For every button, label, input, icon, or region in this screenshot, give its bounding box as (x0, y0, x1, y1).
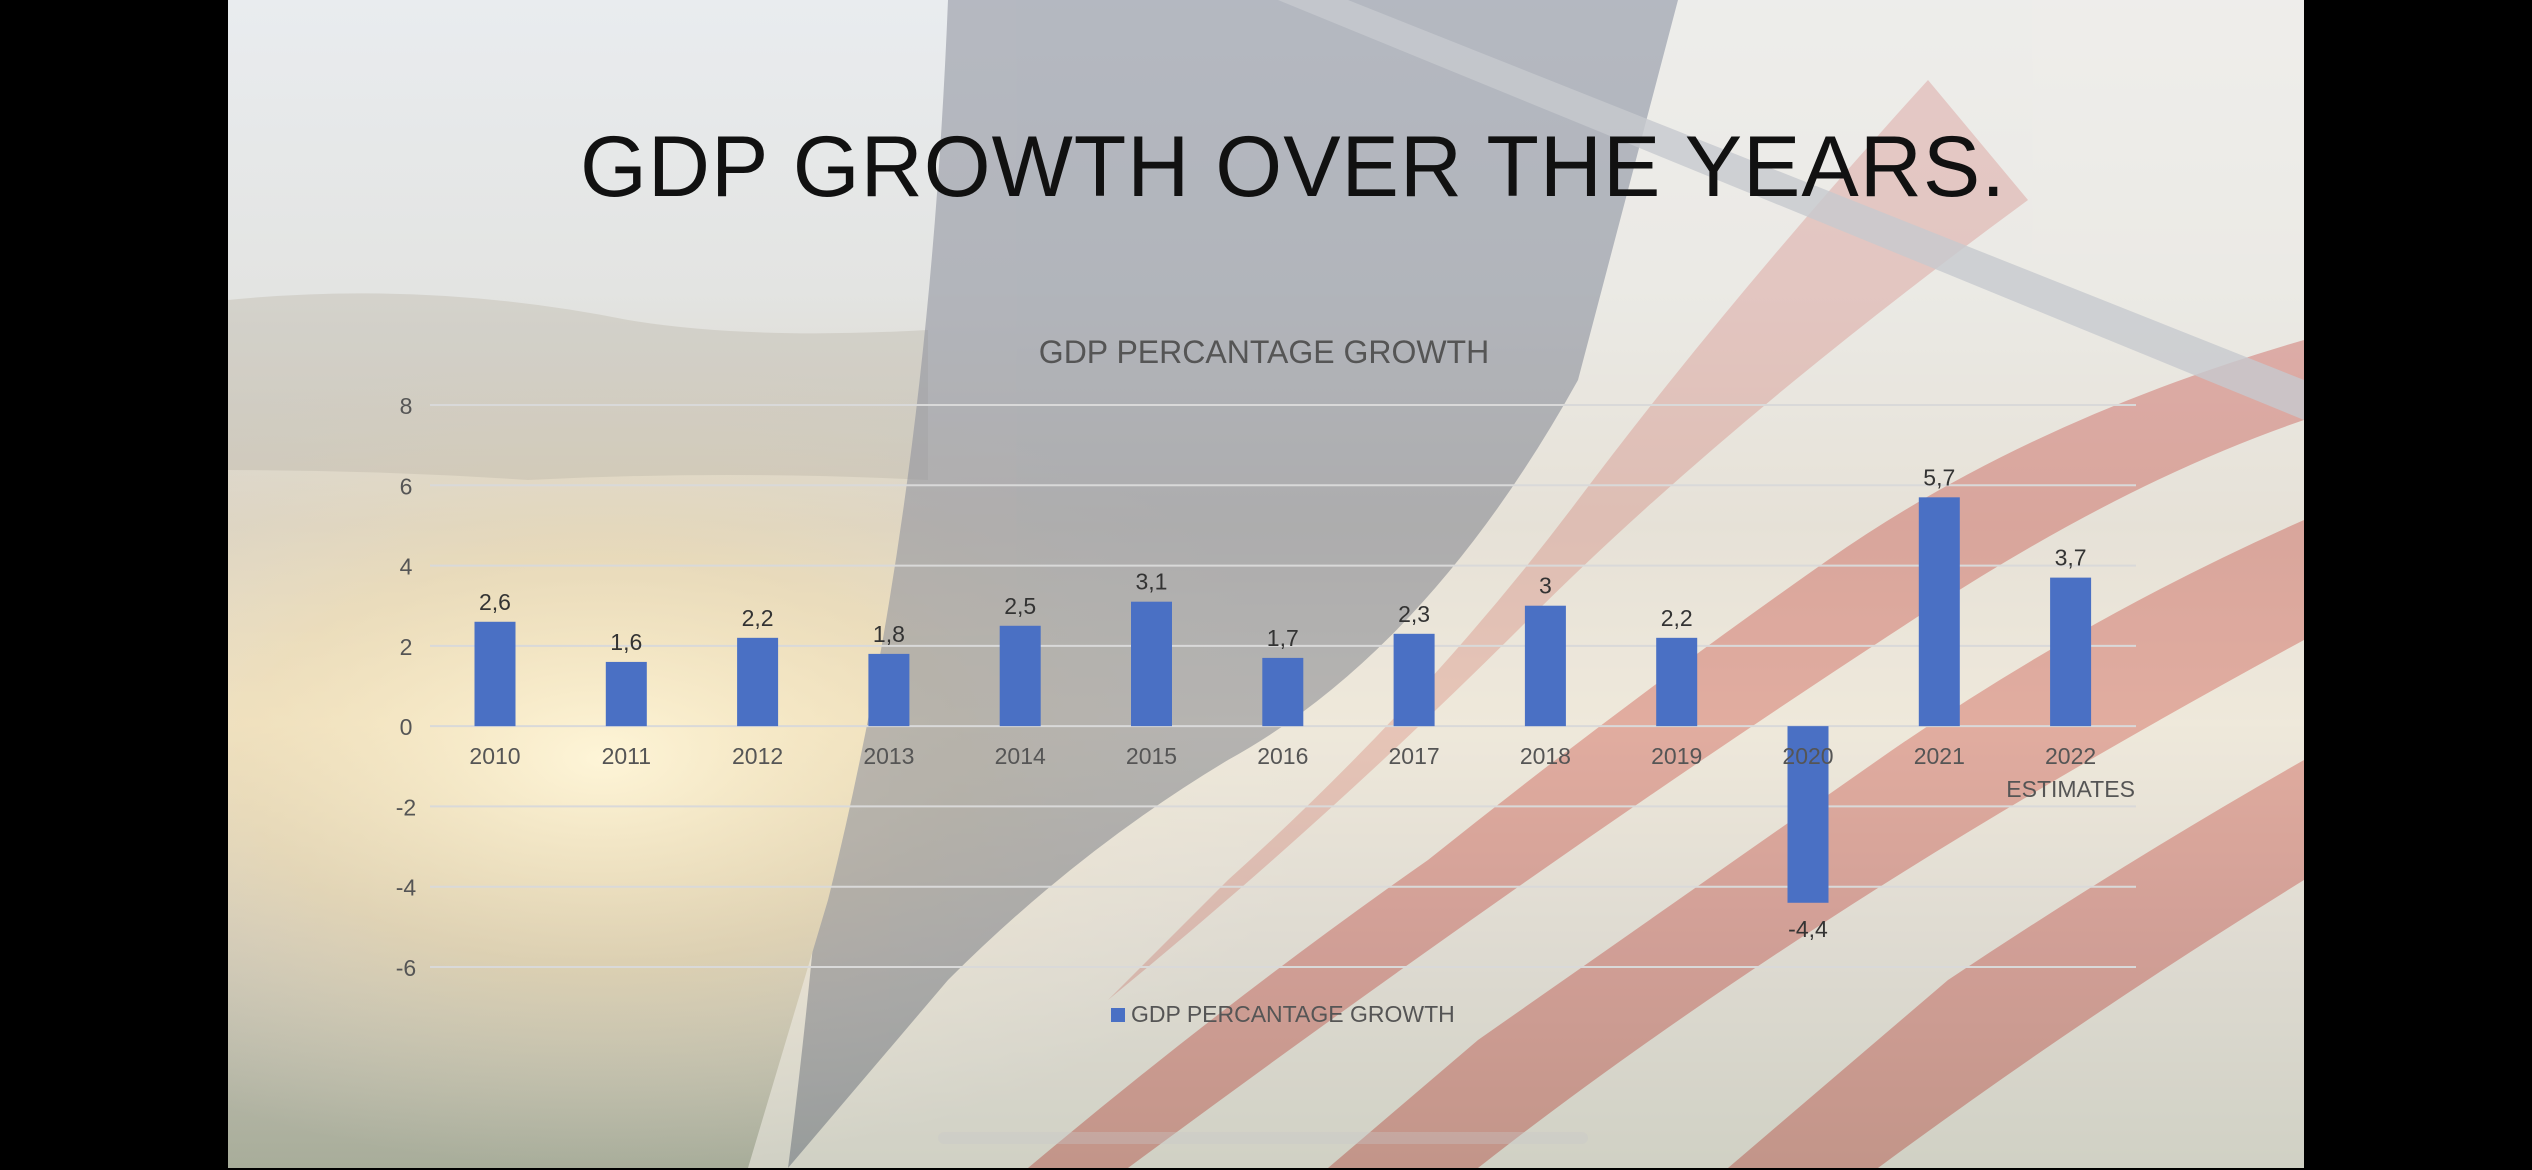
data-label: 1,8 (873, 621, 905, 647)
slide-title: GDP GROWTH OVER THE YEARS. (580, 119, 2007, 215)
x-tick-label: 2017 (1389, 743, 1440, 769)
y-tick-label: -4 (396, 875, 417, 901)
x-tick-label: 2020 (1782, 743, 1833, 769)
y-tick-label: 0 (400, 714, 413, 740)
bar (1393, 633, 1435, 727)
bar (999, 625, 1041, 727)
slide: GDP GROWTH OVER THE YEARS. GDP PERCANTAG… (228, 0, 2304, 1168)
x-tick-label: 2012 (732, 743, 783, 769)
data-label: -4,4 (1788, 916, 1828, 942)
data-label: 2,3 (1398, 601, 1430, 627)
bar (737, 637, 779, 727)
y-tick-label: 2 (400, 634, 413, 660)
bar (605, 661, 647, 727)
x-tick-label: 2021 (1914, 743, 1965, 769)
y-tick-label: 8 (400, 393, 413, 419)
data-label: 3 (1539, 573, 1552, 599)
x-axis: 2010 2011 2012 2013 2014 2015 2016 2017 2018 2019… (469, 743, 2135, 802)
x-tick-label: 2010 (469, 743, 520, 769)
bar (1656, 637, 1698, 727)
data-label: 2,2 (1661, 605, 1693, 631)
chart-title: GDP PERCANTAGE GROWTH (1039, 334, 1489, 370)
x-tick-label: 2013 (863, 743, 914, 769)
legend-swatch (1111, 1008, 1125, 1022)
y-tick-label: 6 (400, 473, 413, 499)
bar (868, 653, 910, 727)
data-label: 1,7 (1267, 625, 1299, 651)
data-label: 2,2 (742, 605, 774, 631)
bar (1262, 657, 1304, 727)
data-label: 5,7 (1923, 464, 1955, 490)
legend: GDP PERCANTAGE GROWTH (1111, 1001, 1455, 1027)
data-label: 3,7 (2055, 545, 2087, 571)
legend-label: GDP PERCANTAGE GROWTH (1131, 1001, 1455, 1027)
x-tick-label: 2018 (1520, 743, 1571, 769)
y-tick-label: -6 (396, 955, 416, 981)
x-tick-label: 2016 (1257, 743, 1308, 769)
x-tick-label: 2014 (995, 743, 1046, 769)
bar (474, 621, 516, 727)
data-label: 2,6 (479, 589, 511, 615)
bars (474, 497, 2092, 903)
bar (1787, 726, 1829, 903)
bar (1131, 601, 1172, 727)
home-indicator (938, 1132, 1588, 1144)
x-tick-label: 2015 (1126, 743, 1177, 769)
bar (1524, 605, 1566, 727)
y-axis: -6 -4 -2 0 2 4 6 8 (396, 393, 417, 981)
x-tick-label: 2019 (1651, 743, 1702, 769)
bar (2050, 577, 2092, 727)
y-tick-label: 4 (400, 554, 413, 580)
data-label: 1,6 (610, 629, 642, 655)
data-label: 2,5 (1004, 593, 1036, 619)
bar (1918, 497, 1960, 727)
x-tick-label: 2022 ESTIMATES (2006, 743, 2135, 802)
y-tick-label: -2 (396, 794, 416, 820)
x-tick-label: 2011 (602, 743, 651, 769)
data-labels: 2,6 1,6 2,2 1,8 2,5 3,1 1,7 2,3 3 2,2 -4,4 5,7 3,7 (479, 464, 2087, 941)
data-label: 3,1 (1136, 569, 1168, 595)
